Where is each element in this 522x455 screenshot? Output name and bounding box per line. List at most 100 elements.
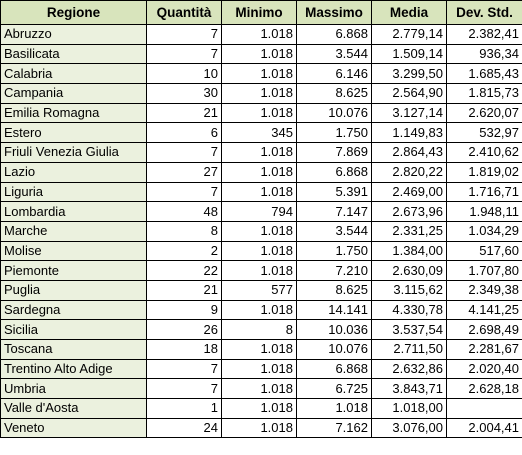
massimo-cell: 3.544 [296,220,372,242]
massimo-cell: 6.868 [296,161,372,183]
quantita-cell: 7 [146,378,222,400]
dev-std-cell: 1.815,73 [446,83,522,104]
minimo-cell: 1.018 [221,142,297,163]
table-row: Basilicata 7 1.018 3.544 1.509,14 936,34 [0,43,522,65]
dev-std-cell: 4.141,25 [446,299,522,321]
table-row: Calabria 10 1.018 6.146 3.299,50 1.685,43 [0,63,522,85]
dev-std-cell: 1.819,02 [446,161,522,183]
regione-cell: Molise [0,240,147,262]
media-cell: 4.330,78 [371,299,447,321]
quantita-cell: 7 [146,24,222,45]
minimo-cell: 8 [221,319,297,340]
media-cell: 2.630,09 [371,260,447,281]
massimo-cell: 10.036 [296,319,372,340]
minimo-cell: 1.018 [221,181,297,203]
massimo-cell: 7.869 [296,142,372,163]
dev-std-cell: 2.628,18 [446,378,522,400]
table-row: Liguria 7 1.018 5.391 2.469,00 1.716,71 [0,181,522,203]
regione-cell: Piemonte [0,260,147,281]
minimo-cell: 1.018 [221,220,297,242]
media-cell: 2.673,96 [371,201,447,222]
table-row: Emilia Romagna 21 1.018 10.076 3.127,14 2.620… [0,102,522,124]
table-row: Toscana 18 1.018 10.076 2.711,50 2.281,67 [0,339,522,360]
table-header: Regione Quantità Minimo Massimo Media De… [0,0,522,25]
table-body: Abruzzo 7 1.018 6.868 2.779,14 2.382,41 Basili… [0,24,522,439]
media-cell: 2.864,43 [371,142,447,163]
massimo-cell: 3.544 [296,43,372,65]
quantita-cell: 26 [146,319,222,340]
media-cell: 2.711,50 [371,339,447,360]
dev-std-cell: 2.410,62 [446,142,522,163]
massimo-cell: 8.625 [296,83,372,104]
regione-cell: Veneto [0,417,147,439]
minimo-cell: 1.018 [221,417,297,439]
media-cell: 2.331,25 [371,220,447,242]
quantita-cell: 1 [146,398,222,419]
media-cell: 1.018,00 [371,398,447,419]
quantita-cell: 10 [146,63,222,85]
media-cell: 3.299,50 [371,63,447,85]
quantita-cell: 21 [146,279,222,301]
dev-std-cell: 2.382,41 [446,24,522,45]
dev-std-cell: 2.349,38 [446,279,522,301]
media-cell: 2.564,90 [371,83,447,104]
header-quantita: Quantità [146,0,222,25]
media-cell: 2.632,86 [371,358,447,380]
minimo-cell: 345 [221,122,297,144]
minimo-cell: 1.018 [221,63,297,85]
minimo-cell: 1.018 [221,83,297,104]
media-cell: 3.127,14 [371,102,447,124]
table-row: Piemonte 22 1.018 7.210 2.630,09 1.707,80 [0,260,522,281]
regione-cell: Lazio [0,161,147,183]
quantita-cell: 48 [146,201,222,222]
media-cell: 3.115,62 [371,279,447,301]
regione-cell: Campania [0,83,147,104]
statistics-table: Regione Quantità Minimo Massimo Media De… [0,0,522,439]
massimo-cell: 6.725 [296,378,372,400]
table-row: Lombardia 48 794 7.147 2.673,96 1.948,11 [0,201,522,222]
dev-std-cell: 2.698,49 [446,319,522,340]
minimo-cell: 1.018 [221,43,297,65]
table-row: Campania 30 1.018 8.625 2.564,90 1.815,73 [0,83,522,104]
media-cell: 1.509,14 [371,43,447,65]
massimo-cell: 14.141 [296,299,372,321]
dev-std-cell: 2.004,41 [446,417,522,439]
dev-std-cell: 532,97 [446,122,522,144]
dev-std-cell: 1.716,71 [446,181,522,203]
dev-std-cell: 1.707,80 [446,260,522,281]
massimo-cell: 10.076 [296,102,372,124]
media-cell: 1.149,83 [371,122,447,144]
table-row: Friuli Venezia Giulia 7 1.018 7.869 2.864,43… [0,142,522,163]
header-regione: Regione [0,0,147,25]
quantita-cell: 27 [146,161,222,183]
regione-cell: Estero [0,122,147,144]
regione-cell: Marche [0,220,147,242]
header-media: Media [371,0,447,25]
dev-std-cell: 2.281,67 [446,339,522,360]
regione-cell: Sardegna [0,299,147,321]
table-row: Umbria 7 1.018 6.725 3.843,71 2.628,18 [0,378,522,400]
dev-std-cell: 2.020,40 [446,358,522,380]
table-row: Valle d'Aosta 1 1.018 1.018 1.018,00 [0,398,522,419]
dev-std-cell [446,398,522,419]
dev-std-cell: 1.685,43 [446,63,522,85]
regione-cell: Umbria [0,378,147,400]
massimo-cell: 10.076 [296,339,372,360]
minimo-cell: 1.018 [221,240,297,262]
massimo-cell: 6.868 [296,24,372,45]
quantita-cell: 6 [146,122,222,144]
minimo-cell: 1.018 [221,161,297,183]
table-row: Puglia 21 577 8.625 3.115,62 2.349,38 [0,279,522,301]
table-row: Sardegna 9 1.018 14.141 4.330,78 4.141,25 [0,299,522,321]
minimo-cell: 1.018 [221,299,297,321]
regione-cell: Abruzzo [0,24,147,45]
media-cell: 2.779,14 [371,24,447,45]
regione-cell: Liguria [0,181,147,203]
dev-std-cell: 1.948,11 [446,201,522,222]
quantita-cell: 7 [146,181,222,203]
quantita-cell: 21 [146,102,222,124]
massimo-cell: 7.162 [296,417,372,439]
media-cell: 1.384,00 [371,240,447,262]
dev-std-cell: 2.620,07 [446,102,522,124]
dev-std-cell: 936,34 [446,43,522,65]
